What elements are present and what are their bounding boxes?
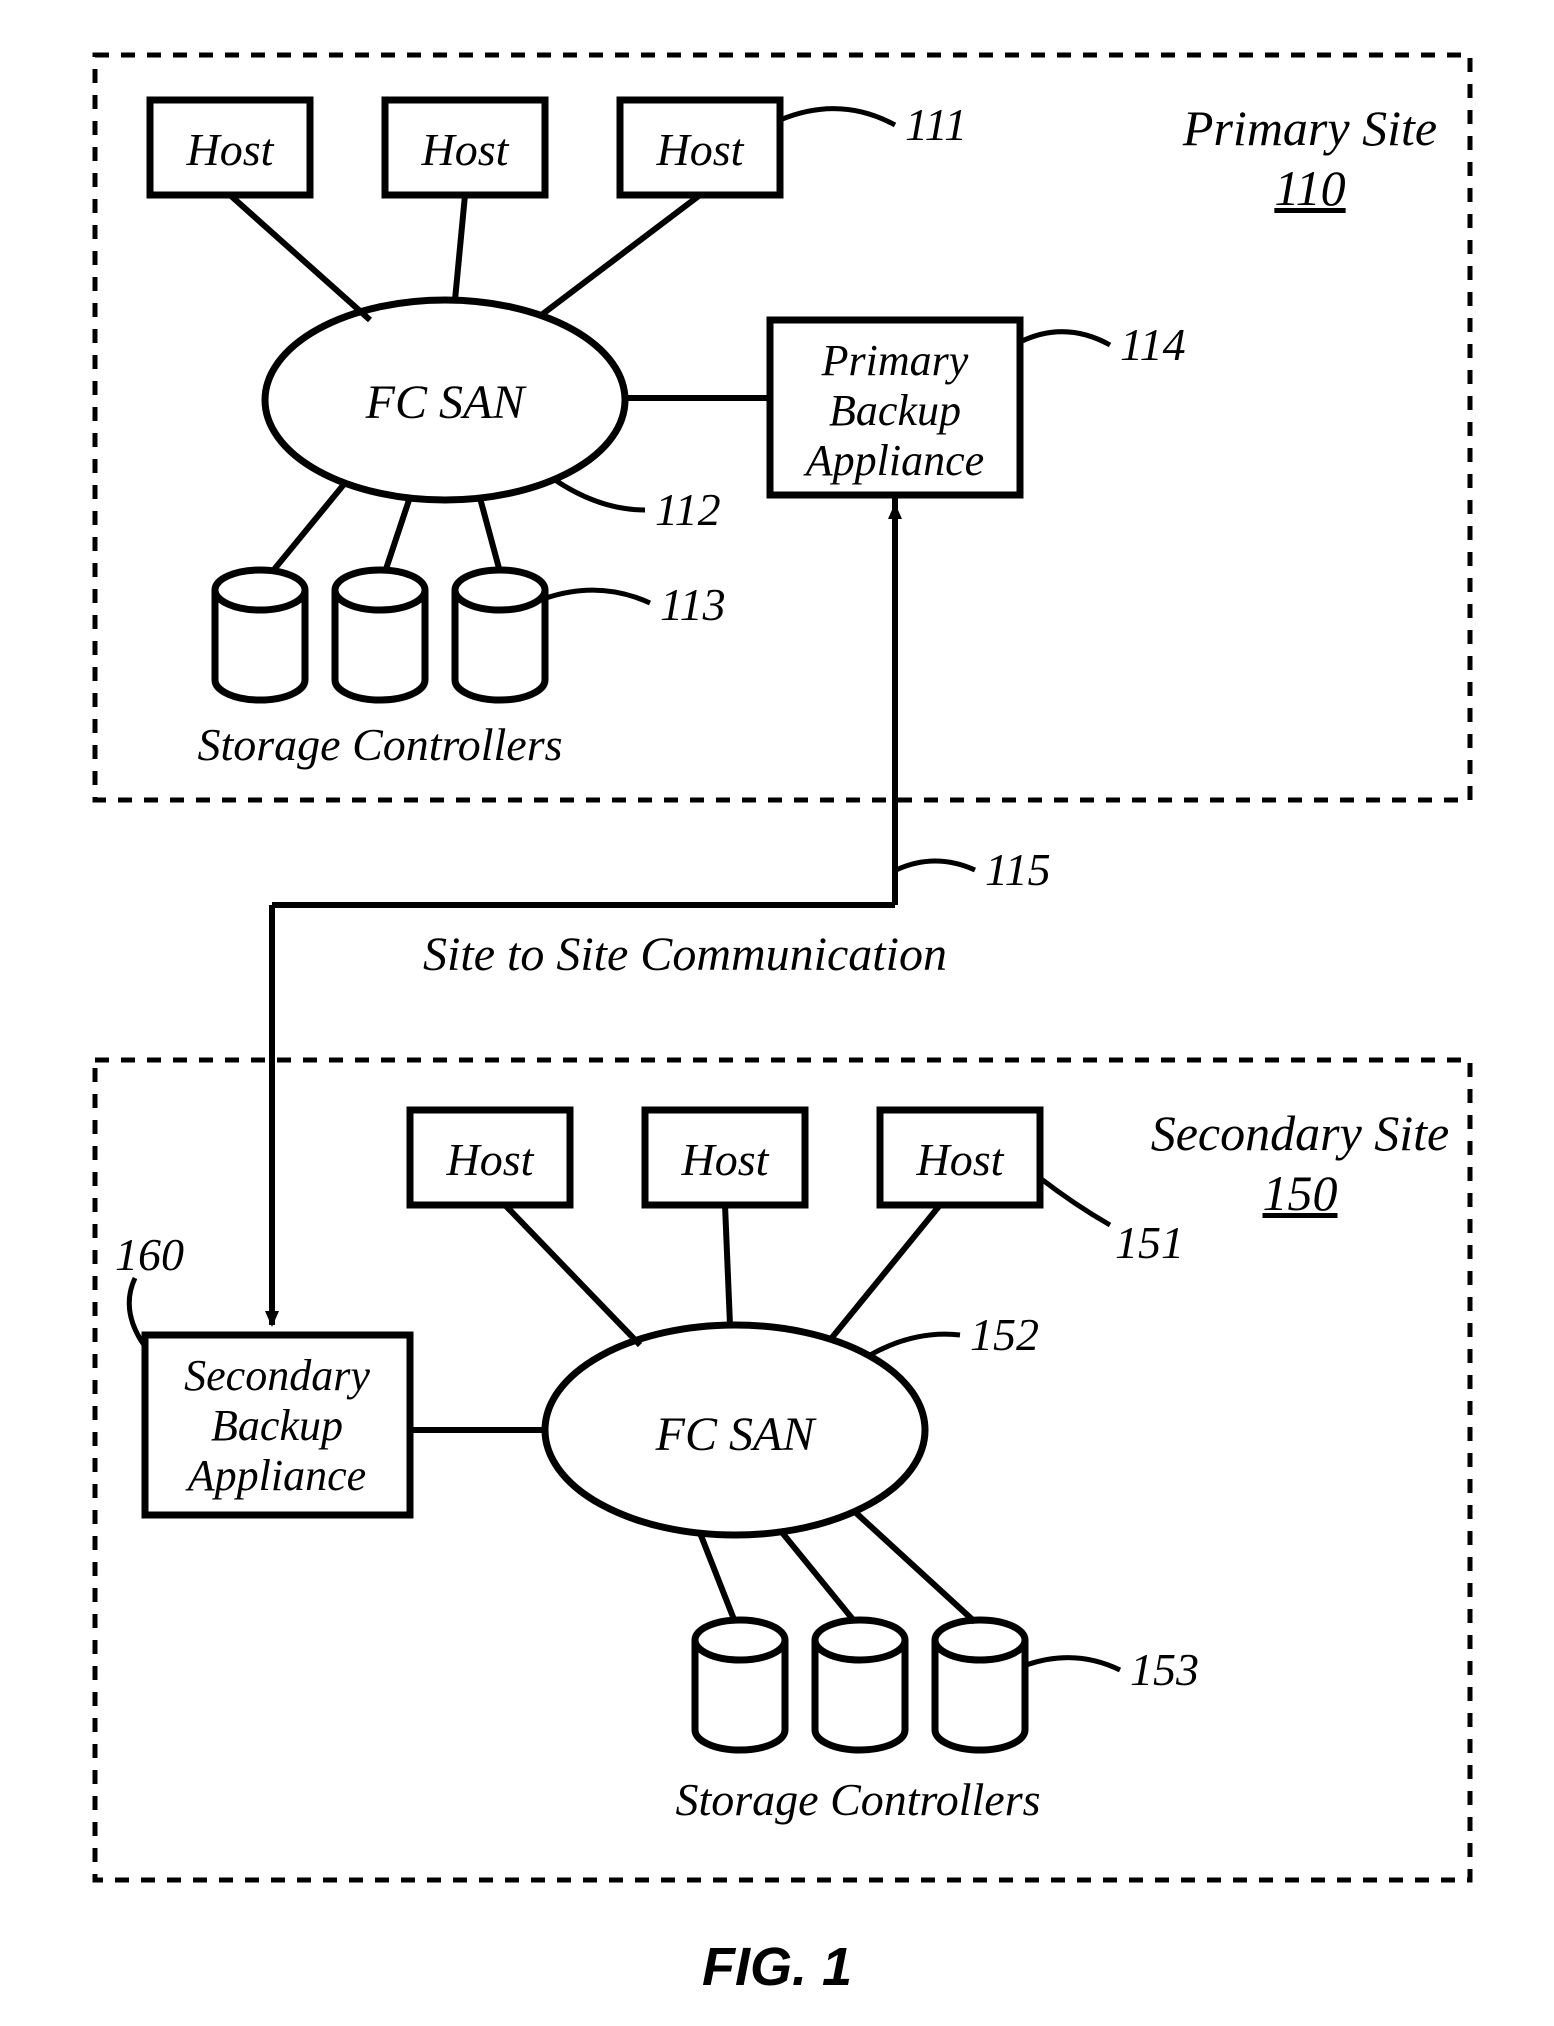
ref-153-leader (1026, 1658, 1120, 1670)
link-secondary-host2-san (725, 1205, 730, 1325)
secondary-storage: Storage Controllers (675, 1620, 1040, 1825)
figure-1: Primary Site 110 Host Host Host 111 FC S… (0, 0, 1554, 2026)
ref-112-leader (555, 480, 645, 510)
ref-151-leader (1040, 1178, 1110, 1225)
secondary-storage-label: Storage Controllers (675, 1774, 1040, 1825)
primary-host-1-label: Host (186, 124, 275, 175)
secondary-cyl-2 (815, 1620, 905, 1750)
primary-appliance-l3: Appliance (803, 436, 984, 485)
secondary-host-2-label: Host (681, 1134, 770, 1185)
ref-113-leader (546, 590, 650, 603)
secondary-host-1: Host (410, 1110, 570, 1205)
link-primary-san-cyl1 (272, 483, 345, 572)
ref-115: 115 (985, 844, 1051, 895)
secondary-appliance-l2: Backup (211, 1401, 343, 1450)
link-secondary-host3-san (830, 1205, 940, 1340)
secondary-host-3-label: Host (916, 1134, 1005, 1185)
primary-site-ref: 110 (1274, 160, 1345, 216)
ref-153: 153 (1130, 1644, 1199, 1695)
ref-112: 112 (655, 484, 721, 535)
primary-cyl-1 (215, 570, 305, 700)
primary-site: Primary Site 110 Host Host Host 111 FC S… (95, 55, 1470, 800)
ref-111: 111 (905, 99, 967, 150)
secondary-host-3: Host (880, 1110, 1040, 1205)
ref-115-leader (896, 861, 975, 870)
secondary-appliance-l1: Secondary (184, 1351, 370, 1400)
primary-storage-label: Storage Controllers (197, 719, 562, 770)
primary-storage: Storage Controllers (197, 570, 562, 770)
ref-114: 114 (1120, 319, 1186, 370)
ref-160: 160 (115, 1229, 184, 1280)
primary-site-title: Primary Site (1182, 100, 1437, 156)
link-primary-san-cyl2 (385, 497, 410, 572)
primary-host-3-label: Host (656, 124, 745, 175)
link-secondary-san-cyl3 (855, 1512, 975, 1622)
link-secondary-san-cyl2 (780, 1530, 855, 1622)
link-primary-host1-san (230, 195, 370, 320)
secondary-cyl-1 (695, 1620, 785, 1750)
ref-152-leader (870, 1334, 960, 1355)
primary-san: FC SAN (265, 300, 625, 500)
primary-appliance-l2: Backup (829, 386, 961, 435)
secondary-san-label: FC SAN (655, 1408, 818, 1461)
link-secondary-host1-san (505, 1205, 640, 1345)
secondary-appliance-l3: Appliance (185, 1451, 366, 1500)
link-primary-san-cyl3 (480, 498, 500, 572)
primary-san-label: FC SAN (365, 376, 528, 429)
secondary-cyl-3 (935, 1620, 1025, 1750)
site-link-label: Site to Site Communication (423, 928, 947, 981)
primary-appliance-l1: Primary (821, 336, 969, 385)
secondary-host-1-label: Host (446, 1134, 535, 1185)
ref-114-leader (1020, 332, 1110, 345)
secondary-san: FC SAN (545, 1325, 925, 1535)
secondary-appliance: Secondary Backup Appliance (145, 1335, 410, 1515)
primary-cyl-3 (455, 570, 545, 700)
primary-host-3: Host (620, 100, 780, 195)
primary-appliance: Primary Backup Appliance (770, 320, 1020, 495)
primary-host-2: Host (385, 100, 545, 195)
link-primary-host2-san (455, 195, 465, 300)
figure-caption: FIG. 1 (702, 1937, 852, 1997)
link-primary-host3-san (540, 195, 700, 316)
primary-cyl-2 (335, 570, 425, 700)
secondary-site: Secondary Site 150 Host Host Host 151 FC… (95, 1060, 1470, 1880)
secondary-host-2: Host (645, 1110, 805, 1205)
secondary-site-title: Secondary Site (1151, 1105, 1450, 1161)
ref-113: 113 (660, 579, 726, 630)
ref-111-leader (780, 109, 895, 125)
primary-host-1: Host (150, 100, 310, 195)
ref-151: 151 (1115, 1217, 1184, 1268)
secondary-site-ref: 150 (1263, 1165, 1338, 1221)
link-secondary-san-cyl1 (700, 1533, 735, 1622)
primary-host-2-label: Host (421, 124, 510, 175)
ref-152: 152 (970, 1309, 1039, 1360)
